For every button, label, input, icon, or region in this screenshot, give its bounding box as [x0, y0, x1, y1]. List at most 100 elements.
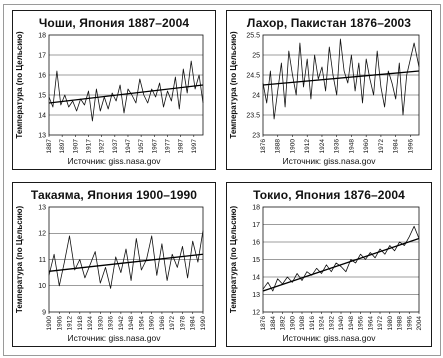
trend-line [262, 237, 420, 292]
trend-line [48, 253, 204, 272]
chart-plot: Температура (по Цельсию) 13 14 15 16 17 18 1887… [15, 31, 204, 154]
series-line [48, 60, 204, 122]
y-axis-title: Температура (по Цельсию) [15, 206, 24, 314]
y-tick-label: 10 [38, 283, 46, 290]
x-tick-label: 1876 [260, 139, 267, 154]
chart-plot: Температура (по Цельсию) 12 13 14 15 16 17 18 18… [229, 204, 423, 331]
trend-line [48, 84, 204, 104]
x-tick-label: 1917 [85, 139, 92, 154]
y-tick-label: 11 [39, 257, 46, 264]
x-tick-label: 1996 [406, 316, 413, 331]
trend-line [262, 70, 420, 86]
chart-title: Такаяма, Япония 1900–1990 [30, 188, 198, 202]
y-tick-label: 12 [38, 231, 46, 238]
chart-title: Лахор, Пакистан 1876–2003 [246, 16, 412, 30]
series-line [262, 225, 420, 292]
y-tick-label: 17 [252, 222, 260, 229]
chart-plot: Температура (по Цельсию) 23 23.5 24 24.5 25 25… [229, 31, 420, 154]
y-tick-label: 15 [38, 92, 46, 99]
x-tick-label: 1984 [190, 316, 197, 331]
y-tick-label: 12 [252, 309, 260, 316]
y-axis-title: Температура (по Цельсию) [229, 206, 238, 314]
chart-title: Токио, Япония 1876–2004 [253, 188, 405, 202]
x-tick-label: 1918 [77, 316, 84, 331]
x-tick-label: 1980 [387, 316, 394, 331]
x-tick-label: 1912 [304, 139, 311, 154]
y-tick-label: 25 [252, 52, 260, 59]
y-tick-label: 24 [252, 92, 260, 99]
x-tick-label: 1972 [377, 316, 384, 331]
y-tick-label: 16 [38, 72, 46, 79]
x-tick-label: 1900 [46, 316, 53, 331]
y-axis-title: Температура (по Цельсию) [15, 31, 24, 139]
x-tick-label: 1876 [260, 316, 267, 331]
y-tick-label: 14 [38, 112, 46, 119]
chart-source: Источник: giss.nasa.gov [282, 333, 376, 343]
x-tick-label: 1888 [275, 139, 282, 154]
x-tick-label: 1924 [319, 139, 326, 154]
y-tick-label: 23.5 [246, 112, 260, 119]
x-tick-label: 1948 [348, 316, 355, 331]
x-tick-label: 1907 [72, 139, 79, 154]
x-tick-label: 1987 [178, 139, 185, 154]
y-tick-label: 23 [252, 132, 260, 139]
x-tick-label: 1996 [407, 139, 414, 154]
x-tick-label: 1937 [112, 139, 119, 154]
y-tick-label: 18 [252, 204, 260, 211]
chart-title: Чоши, Япония 1887–2004 [38, 16, 190, 30]
y-tick-label: 17 [38, 52, 46, 59]
x-tick-label: 1940 [338, 316, 345, 331]
x-tick-label: 1956 [358, 316, 365, 331]
x-tick-label: 1947 [125, 139, 132, 154]
x-tick-label: 1900 [289, 139, 296, 154]
x-tick-label: 1936 [334, 139, 341, 154]
x-tick-label: 1990 [200, 316, 207, 331]
chart-panel-lahore: Лахор, Пакистан 1876–2003 Температура (п… [226, 10, 432, 170]
y-tick-label: 13 [38, 204, 46, 211]
x-tick-label: 1960 [363, 139, 370, 154]
x-tick-label: 1924 [87, 316, 94, 331]
x-tick-label: 1900 [289, 316, 296, 331]
chart-panel-tokyo: Токио, Япония 1876–2004 Температура (по … [226, 182, 432, 347]
x-tick-label: 1960 [149, 316, 156, 331]
x-tick-label: 1966 [159, 316, 166, 331]
y-tick-label: 13 [38, 132, 46, 139]
y-tick-label: 9 [42, 309, 46, 316]
chart-panel-choshi: Чоши, Япония 1887–2004 Температура (по Ц… [12, 10, 216, 170]
y-tick-label: 25.5 [246, 32, 260, 39]
plot-area [48, 206, 204, 313]
x-tick-label: 1967 [151, 139, 158, 154]
series-line [48, 230, 204, 289]
x-tick-label: 1977 [164, 139, 171, 154]
y-tick-label: 18 [38, 32, 46, 39]
x-tick-label: 1897 [59, 139, 66, 154]
x-tick-label: 1932 [328, 316, 335, 331]
x-tick-label: 1924 [319, 316, 326, 331]
chart-panel-takayama: Такаяма, Япония 1900–1990 Температура (п… [12, 182, 216, 347]
series-line [262, 38, 420, 120]
chart-source: Источник: giss.nasa.gov [282, 156, 376, 166]
x-tick-label: 1887 [46, 139, 53, 154]
x-tick-label: 1908 [299, 316, 306, 331]
x-tick-label: 1957 [138, 139, 145, 154]
x-tick-label: 1942 [118, 316, 125, 331]
x-tick-label: 2004 [416, 316, 423, 331]
y-tick-label: 15 [252, 257, 260, 264]
x-tick-label: 1984 [393, 139, 400, 154]
x-tick-label: 1906 [56, 316, 63, 331]
y-tick-label: 16 [252, 239, 260, 246]
y-tick-label: 13 [252, 292, 260, 299]
x-tick-label: 1927 [99, 139, 106, 154]
x-tick-label: 1884 [270, 316, 277, 331]
x-tick-label: 1930 [97, 316, 104, 331]
x-tick-label: 1892 [280, 316, 287, 331]
chart-source: Источник: giss.nasa.gov [67, 333, 161, 343]
x-tick-label: 1978 [179, 316, 186, 331]
y-tick-label: 24.5 [246, 72, 260, 79]
y-tick-label: 14 [252, 274, 260, 281]
chart-plot: Температура (по Цельсию) 9 10 11 12 13 1900 190… [15, 204, 207, 331]
x-tick-label: 1948 [128, 316, 135, 331]
x-tick-label: 1912 [67, 316, 74, 331]
plot-area [48, 34, 204, 136]
